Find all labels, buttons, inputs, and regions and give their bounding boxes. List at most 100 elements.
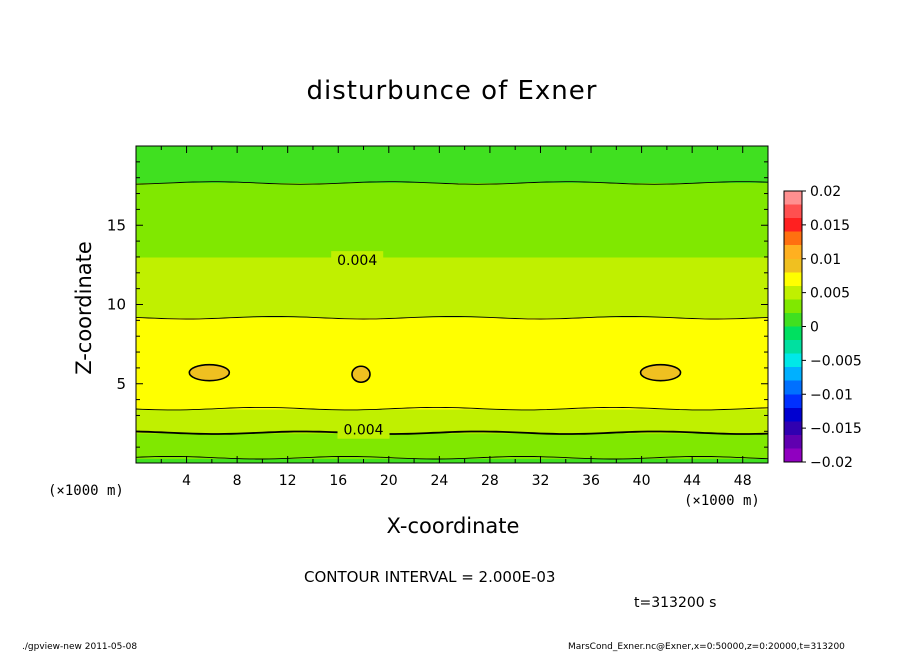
shading-band xyxy=(136,152,768,155)
shading-band xyxy=(136,453,768,456)
shading-band xyxy=(136,146,768,149)
shading-band xyxy=(136,323,768,326)
shading-band xyxy=(136,393,768,396)
shading-band xyxy=(136,358,768,361)
shading-band xyxy=(136,241,768,244)
y-axis-label: Z-coordinate xyxy=(72,241,96,375)
shading-band xyxy=(136,294,768,298)
shading-band xyxy=(136,434,768,437)
shading-band xyxy=(136,359,768,363)
colorbar-tick-label: 0 xyxy=(810,320,819,336)
shading-band xyxy=(136,199,768,203)
shading-band xyxy=(136,344,768,347)
shading-band xyxy=(136,204,768,207)
x-tick-label: 48 xyxy=(734,473,752,489)
shading-band xyxy=(136,226,768,230)
x-tick-label: 32 xyxy=(532,473,550,489)
shading-band xyxy=(136,328,768,331)
shading-band xyxy=(136,277,768,280)
shading-band xyxy=(136,353,768,356)
shading-band xyxy=(136,222,768,225)
colorbar-swatch xyxy=(784,353,802,368)
shading-band xyxy=(136,161,768,165)
x-tick-label: 40 xyxy=(633,473,651,489)
shading-band xyxy=(136,306,768,309)
shading-band xyxy=(136,318,768,321)
shading-band xyxy=(136,250,768,253)
shading-band xyxy=(136,187,768,190)
shading-band xyxy=(136,339,768,342)
shading-band xyxy=(136,369,768,372)
shading-band xyxy=(136,171,768,174)
shading-band xyxy=(136,198,768,201)
shading-band xyxy=(136,283,768,287)
shading-band xyxy=(136,380,768,383)
shading-band xyxy=(136,225,768,228)
contour-line xyxy=(135,315,769,320)
shading-band xyxy=(136,307,768,310)
shading-band xyxy=(136,191,768,195)
shading-band xyxy=(136,201,768,204)
shading-band xyxy=(136,302,768,306)
shading-band xyxy=(136,391,768,394)
shading-band xyxy=(136,361,768,364)
closed-contour xyxy=(188,363,231,382)
colorbar-swatch xyxy=(784,312,802,327)
colorbar-tick-label: 0.02 xyxy=(810,184,841,200)
shading-band xyxy=(136,402,768,405)
colorbar-tick-label: 0.01 xyxy=(810,252,841,268)
shading-band xyxy=(136,345,768,348)
shading-band xyxy=(136,443,768,447)
shading-band xyxy=(136,252,768,255)
shading-band xyxy=(136,442,768,445)
shading-band xyxy=(136,424,768,428)
time-label: t=313200 s xyxy=(634,595,717,611)
shading-band xyxy=(136,185,768,188)
shading-band xyxy=(136,394,768,398)
shading-band xyxy=(136,184,768,187)
closed-contour xyxy=(639,363,682,382)
y-tick-label: 10 xyxy=(107,296,126,314)
colorbar-swatch xyxy=(784,218,802,233)
contour-line xyxy=(135,456,769,460)
shading-band xyxy=(136,293,768,296)
shading-band xyxy=(136,207,768,210)
x-unit-label-left: (×1000 m) xyxy=(48,483,124,499)
shading-band xyxy=(136,234,768,237)
contour-label: 0.004 xyxy=(337,253,377,269)
shading-band xyxy=(136,230,768,233)
shading-band xyxy=(136,172,768,176)
shading-band xyxy=(136,372,768,375)
shading-band xyxy=(136,253,768,256)
colorbar-tick-label: 0.005 xyxy=(810,286,850,302)
shading-band xyxy=(136,301,768,304)
shading-band xyxy=(136,272,768,275)
x-tick-label: 36 xyxy=(582,473,600,489)
shading-band xyxy=(136,269,768,272)
shading-band xyxy=(136,456,768,459)
shading-band xyxy=(136,268,768,271)
chart-title: disturbunce of Exner xyxy=(306,76,598,106)
closed-contour xyxy=(351,365,371,384)
shading-band xyxy=(136,163,768,166)
x-axis-label: X-coordinate xyxy=(386,514,520,538)
shading-band xyxy=(136,428,768,431)
contour-line xyxy=(135,406,769,411)
shading-band xyxy=(136,264,768,268)
shading-band xyxy=(136,399,768,402)
shading-band xyxy=(136,382,768,385)
shading-band xyxy=(136,325,768,328)
colorbar-tick-label: −0.005 xyxy=(810,353,862,369)
shading-band xyxy=(136,195,768,198)
shading-band xyxy=(136,352,768,355)
shading-band xyxy=(136,217,768,220)
contour-interval-label: CONTOUR INTERVAL = 2.000E-03 xyxy=(304,568,556,586)
shading-band xyxy=(136,415,768,418)
shading-band xyxy=(136,436,768,439)
shading-band xyxy=(136,149,768,152)
shading-band xyxy=(136,450,768,453)
shading-band xyxy=(136,206,768,209)
colorbar-swatch xyxy=(784,204,802,219)
shading-band xyxy=(136,459,768,463)
colorbar-tick-label: −0.01 xyxy=(810,387,853,403)
